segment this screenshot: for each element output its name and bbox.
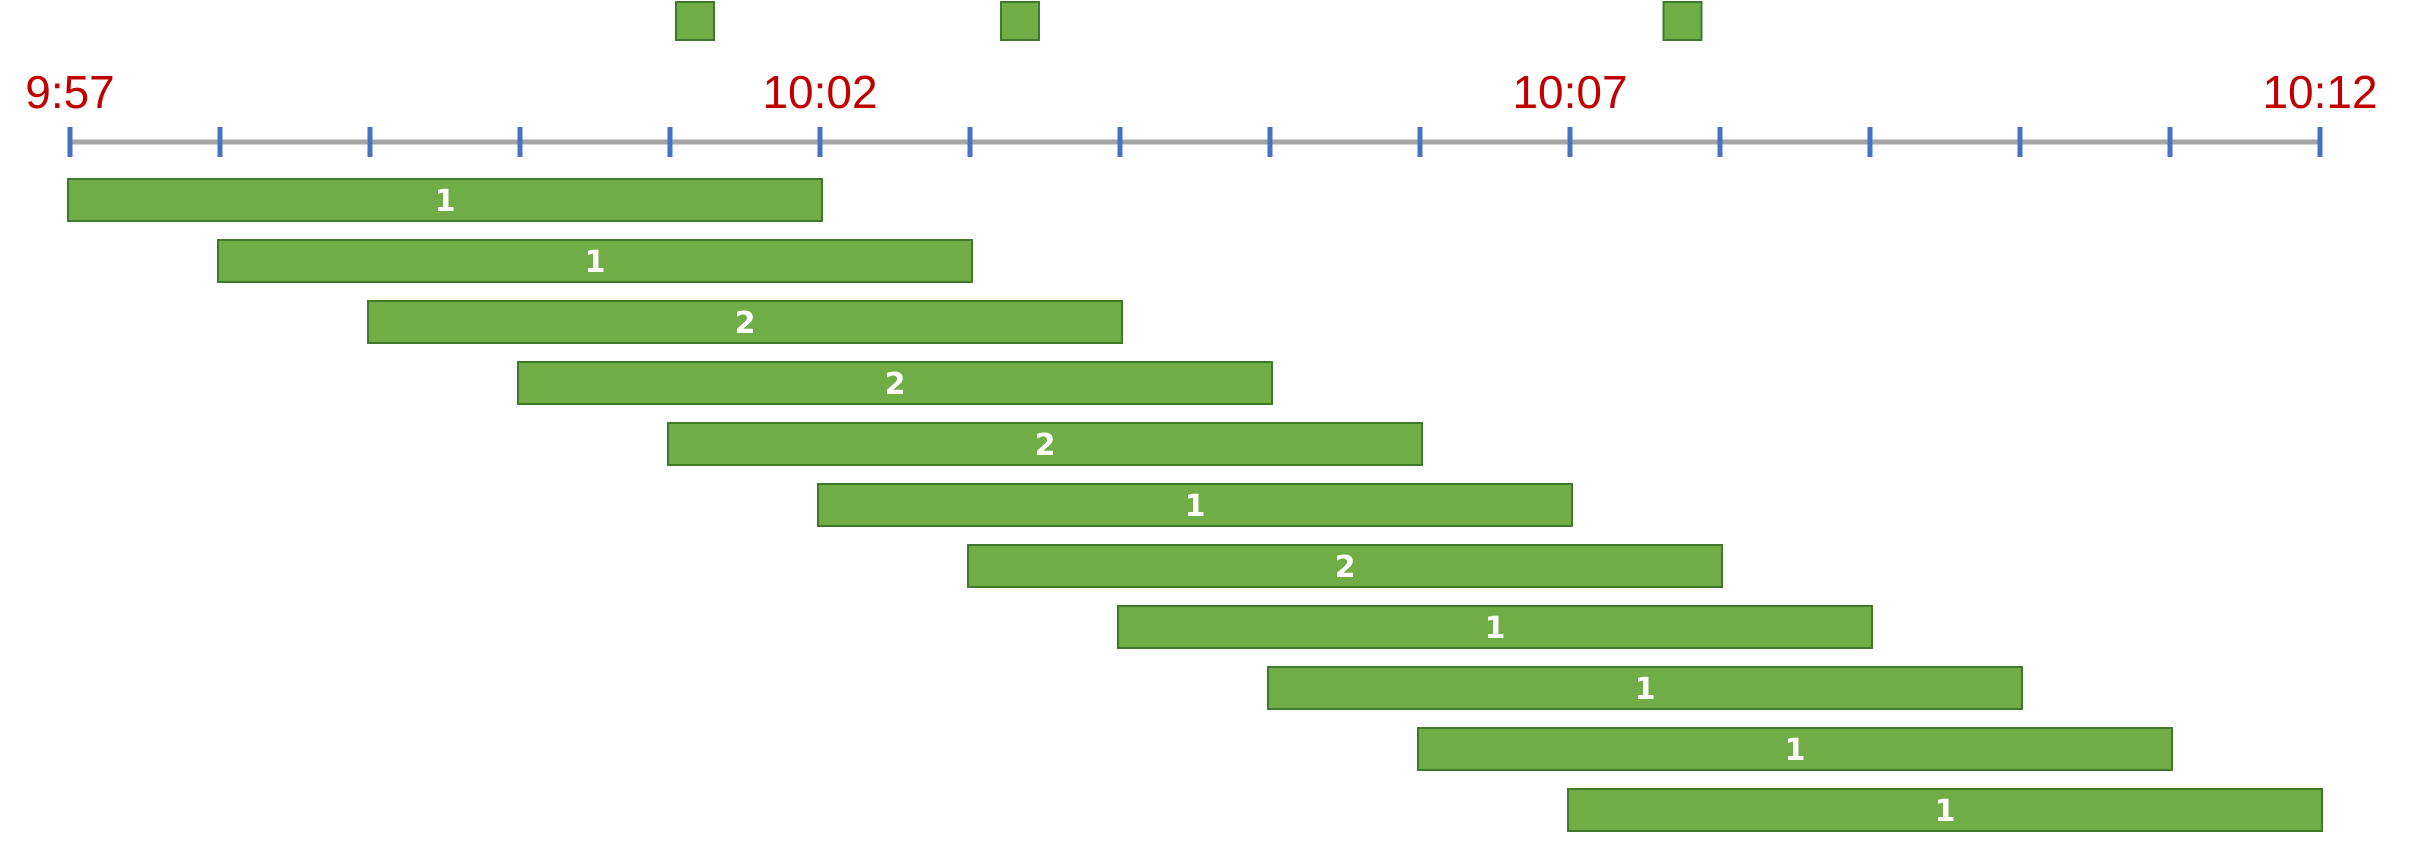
window-bar: 2: [367, 300, 1123, 344]
window-count-label: 1: [1785, 733, 1806, 768]
window-count-label: 2: [1335, 550, 1356, 585]
timeline-axis: 9:57 10:02 10:07 10:12: [25, 66, 2378, 157]
window-bar: 1: [1117, 605, 1873, 649]
window-rect: [67, 178, 823, 222]
window-bar: 1: [1417, 727, 2173, 771]
window-rect: [217, 239, 973, 283]
time-label: 10:12: [2262, 66, 2377, 118]
event-square-icon: [675, 1, 715, 41]
window-bar: 2: [517, 361, 1273, 405]
window-bar: 2: [967, 544, 1723, 588]
window-bar: 1: [217, 239, 973, 283]
window-count-label: 1: [1635, 672, 1656, 707]
time-label: 10:07: [1512, 66, 1627, 118]
window-bar: 1: [1267, 666, 2023, 710]
events-layer: [675, 1, 1703, 41]
window-rect: [1267, 666, 2023, 710]
event-square-icon: [1662, 1, 1703, 41]
window-bar: 1: [1567, 788, 2323, 832]
window-count-label: 2: [1035, 428, 1056, 463]
window-count-label: 2: [735, 306, 756, 341]
time-label: 9:57: [25, 66, 115, 118]
window-count-label: 2: [885, 367, 906, 402]
window-rect: [517, 361, 1273, 405]
window-bar: 1: [67, 178, 823, 222]
window-count-label: 1: [1185, 489, 1206, 524]
window-count-label: 1: [435, 184, 456, 219]
window-rect: [667, 422, 1423, 466]
window-bar: 1: [817, 483, 1573, 527]
window-bar: 2: [667, 422, 1423, 466]
window-rect: [1117, 605, 1873, 649]
window-count-label: 1: [1935, 794, 1956, 829]
time-label: 10:02: [762, 66, 877, 118]
event-square-icon: [1000, 1, 1040, 41]
window-rect: [817, 483, 1573, 527]
window-count-label: 1: [1485, 611, 1506, 646]
window-rect: [367, 300, 1123, 344]
windows-layer: 1 1 2 2 2 1 2 1 1 1 1: [67, 178, 2323, 832]
window-count-label: 1: [585, 245, 606, 280]
window-rect: [1567, 788, 2323, 832]
window-rect: [967, 544, 1723, 588]
window-rect: [1417, 727, 2173, 771]
